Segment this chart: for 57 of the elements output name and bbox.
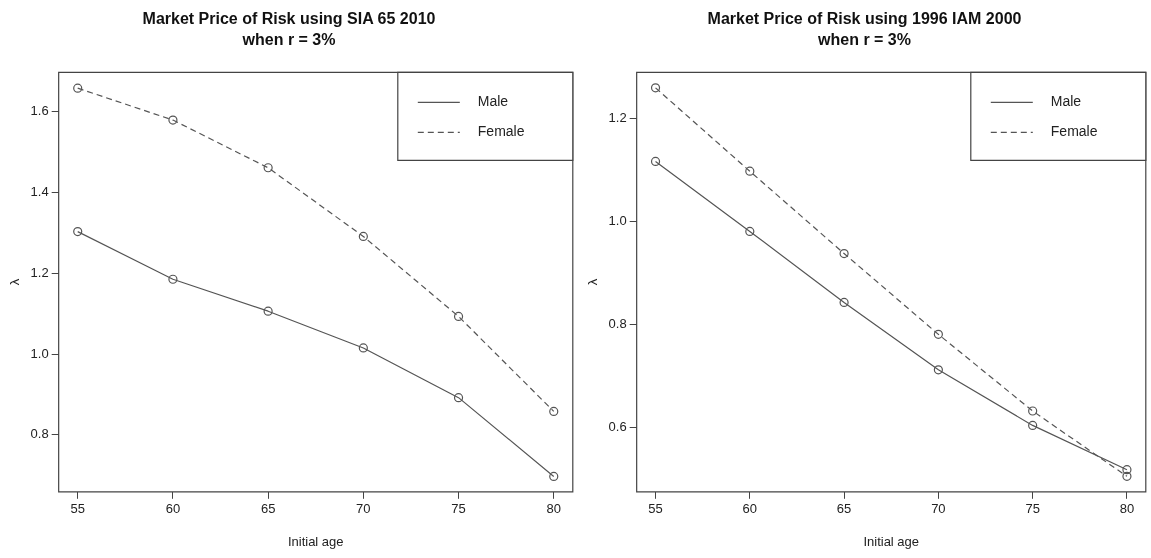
point	[73, 226, 83, 237]
x-tick-label: 55	[648, 501, 663, 517]
point	[933, 329, 943, 339]
x-tick-label: 70	[356, 501, 371, 517]
y-tick-label: 1.4	[30, 183, 49, 199]
point	[358, 231, 368, 242]
x-axis-title: Initial age	[863, 533, 920, 549]
point	[1028, 420, 1038, 431]
legend-label: Male	[1050, 93, 1082, 110]
point	[263, 163, 273, 173]
point	[1122, 471, 1132, 481]
y-tick-label: 1.0	[30, 345, 49, 361]
point	[358, 343, 368, 353]
chart-title: Market Price of Risk using 1996 IAM 2000	[707, 10, 1022, 28]
x-tick-label: 70	[931, 501, 946, 517]
y-axis-title: λ	[585, 278, 601, 286]
point	[1028, 406, 1038, 416]
point	[168, 274, 178, 284]
point	[549, 406, 559, 416]
point	[549, 471, 559, 482]
x-tick-label: 80	[1119, 501, 1135, 517]
y-tick-label: 0.8	[30, 426, 49, 442]
chart-subtitle: when r = 3%	[241, 31, 336, 49]
y-tick-label: 1.2	[30, 264, 49, 280]
point	[73, 83, 83, 93]
y-tick-label: 1.0	[608, 213, 627, 229]
x-tick-label: 75	[451, 501, 466, 517]
chart-subtitle: when r = 3%	[817, 31, 911, 49]
point	[745, 226, 755, 237]
point	[839, 248, 849, 259]
x-axis-title: Initial age	[287, 533, 344, 549]
legend-label: Female	[1050, 123, 1098, 140]
y-tick-label: 0.6	[608, 419, 627, 435]
x-tick-label: 65	[260, 501, 276, 517]
x-tick-label: 55	[70, 501, 85, 517]
y-axis-title: λ	[7, 278, 23, 286]
legend-label: Male	[477, 93, 509, 110]
point	[1122, 465, 1132, 475]
point	[650, 83, 661, 93]
x-tick-label: 60	[742, 501, 758, 517]
point	[453, 311, 464, 322]
point	[168, 115, 178, 125]
legend-label: Female	[477, 123, 525, 140]
point	[933, 365, 943, 375]
point	[650, 156, 661, 167]
y-tick-label: 1.6	[30, 103, 49, 119]
x-tick-label: 75	[1025, 501, 1040, 517]
point	[839, 297, 849, 308]
point	[745, 166, 755, 176]
point	[263, 306, 273, 316]
x-tick-label: 80	[546, 501, 561, 517]
x-tick-label: 65	[836, 501, 852, 517]
chart-title: Market Price of Risk using SIA 65 2010	[142, 10, 436, 28]
y-tick-label: 0.8	[608, 316, 627, 332]
x-tick-label: 60	[165, 501, 181, 517]
y-tick-label: 1.2	[608, 110, 627, 126]
point	[453, 393, 464, 403]
